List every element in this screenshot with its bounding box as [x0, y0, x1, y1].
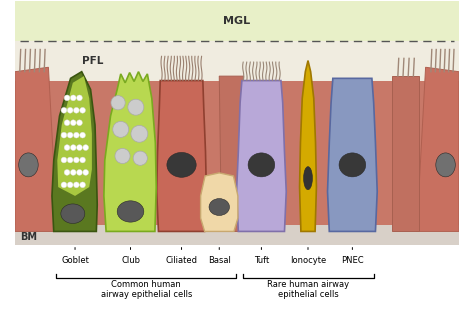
Text: Club: Club	[121, 256, 140, 265]
Text: Ciliated: Ciliated	[165, 256, 198, 265]
Ellipse shape	[248, 153, 275, 177]
Circle shape	[70, 95, 76, 101]
Circle shape	[83, 145, 89, 150]
Circle shape	[77, 145, 82, 150]
Ellipse shape	[18, 153, 38, 177]
Circle shape	[70, 169, 76, 175]
Bar	[15, 80, 459, 232]
Circle shape	[131, 125, 148, 142]
Bar	[15, 41, 459, 80]
Circle shape	[73, 157, 79, 163]
Circle shape	[73, 182, 79, 188]
Circle shape	[67, 132, 73, 138]
Text: Common human
airway epithelial cells: Common human airway epithelial cells	[100, 280, 192, 299]
Circle shape	[115, 149, 130, 163]
Circle shape	[128, 99, 144, 115]
Circle shape	[113, 121, 129, 137]
Circle shape	[67, 182, 73, 188]
Polygon shape	[237, 80, 286, 232]
Text: Ionocyte: Ionocyte	[290, 256, 326, 265]
Polygon shape	[300, 61, 317, 232]
Bar	[15, 245, 459, 311]
Polygon shape	[219, 76, 244, 232]
Text: PFL: PFL	[82, 56, 103, 66]
Circle shape	[80, 182, 85, 188]
Bar	[15, 1, 459, 41]
Polygon shape	[328, 78, 377, 232]
Circle shape	[73, 132, 79, 138]
Circle shape	[111, 96, 125, 110]
Polygon shape	[201, 173, 238, 232]
Bar	[15, 225, 459, 245]
Circle shape	[133, 151, 147, 165]
Text: PNEC: PNEC	[341, 256, 364, 265]
Text: BM: BM	[20, 232, 37, 242]
Ellipse shape	[436, 153, 456, 177]
Circle shape	[70, 120, 76, 126]
Polygon shape	[15, 67, 57, 232]
Circle shape	[73, 107, 79, 113]
Circle shape	[64, 145, 70, 150]
Circle shape	[80, 132, 85, 138]
Text: Rare human airway
epithelial cells: Rare human airway epithelial cells	[267, 280, 349, 299]
Circle shape	[80, 157, 85, 163]
Circle shape	[64, 120, 70, 126]
Circle shape	[67, 157, 73, 163]
Circle shape	[61, 157, 67, 163]
Text: MGL: MGL	[223, 16, 251, 26]
Circle shape	[64, 169, 70, 175]
Polygon shape	[417, 67, 459, 232]
Circle shape	[61, 132, 67, 138]
Polygon shape	[52, 72, 97, 232]
Circle shape	[70, 145, 76, 150]
Polygon shape	[392, 76, 419, 232]
Text: Basal: Basal	[208, 256, 231, 265]
Ellipse shape	[209, 199, 229, 216]
Circle shape	[61, 107, 67, 113]
Text: Tuft: Tuft	[254, 256, 269, 265]
Polygon shape	[104, 72, 156, 232]
Ellipse shape	[61, 204, 85, 223]
Polygon shape	[57, 76, 92, 196]
Polygon shape	[157, 80, 206, 232]
Circle shape	[83, 169, 89, 175]
Ellipse shape	[167, 153, 196, 177]
Circle shape	[77, 95, 82, 101]
Circle shape	[67, 107, 73, 113]
Circle shape	[77, 120, 82, 126]
Ellipse shape	[303, 167, 312, 190]
Circle shape	[80, 107, 85, 113]
Text: Goblet: Goblet	[61, 256, 89, 265]
Circle shape	[77, 169, 82, 175]
Ellipse shape	[339, 153, 365, 177]
Circle shape	[61, 182, 67, 188]
Ellipse shape	[117, 201, 144, 222]
Circle shape	[64, 95, 70, 101]
